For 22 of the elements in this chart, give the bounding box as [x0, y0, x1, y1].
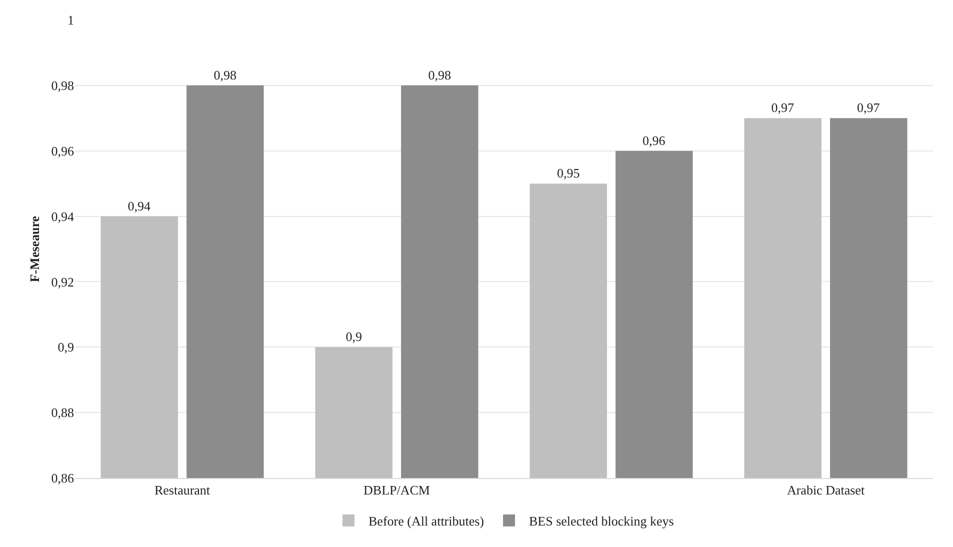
- data-label: 0,94: [128, 198, 151, 214]
- x-tick-label: DBLP/ACM: [364, 482, 430, 498]
- x-tick-label: Restaurant: [154, 482, 210, 498]
- y-tick-label: 0,94: [51, 208, 74, 224]
- data-label: 0,98: [214, 67, 237, 82]
- y-tick-label: 0,86: [51, 470, 74, 486]
- data-label: 0,97: [857, 100, 880, 116]
- y-tick-label: 0,98: [51, 78, 74, 93]
- data-label: 0,98: [428, 67, 452, 82]
- data-label: 0,9: [346, 329, 362, 344]
- data-label: 0,95: [556, 166, 580, 181]
- x-tick-label: Arabic Dataset: [786, 482, 865, 498]
- legend-label: BES selected blocking keys: [529, 514, 674, 528]
- legend-label: Before (All attributes): [368, 514, 484, 528]
- y-axis-title: F-Meseaure: [27, 216, 42, 282]
- y-tick-label: 0,88: [51, 405, 74, 420]
- y-tick-label: 0,9: [58, 340, 74, 355]
- data-label: 0,96: [642, 132, 666, 148]
- data-label: 0,97: [771, 100, 794, 116]
- y-tick-label: 0,92: [51, 274, 74, 290]
- y-tick-label: 0,96: [51, 143, 74, 158]
- y-tick-label: 1: [68, 12, 74, 28]
